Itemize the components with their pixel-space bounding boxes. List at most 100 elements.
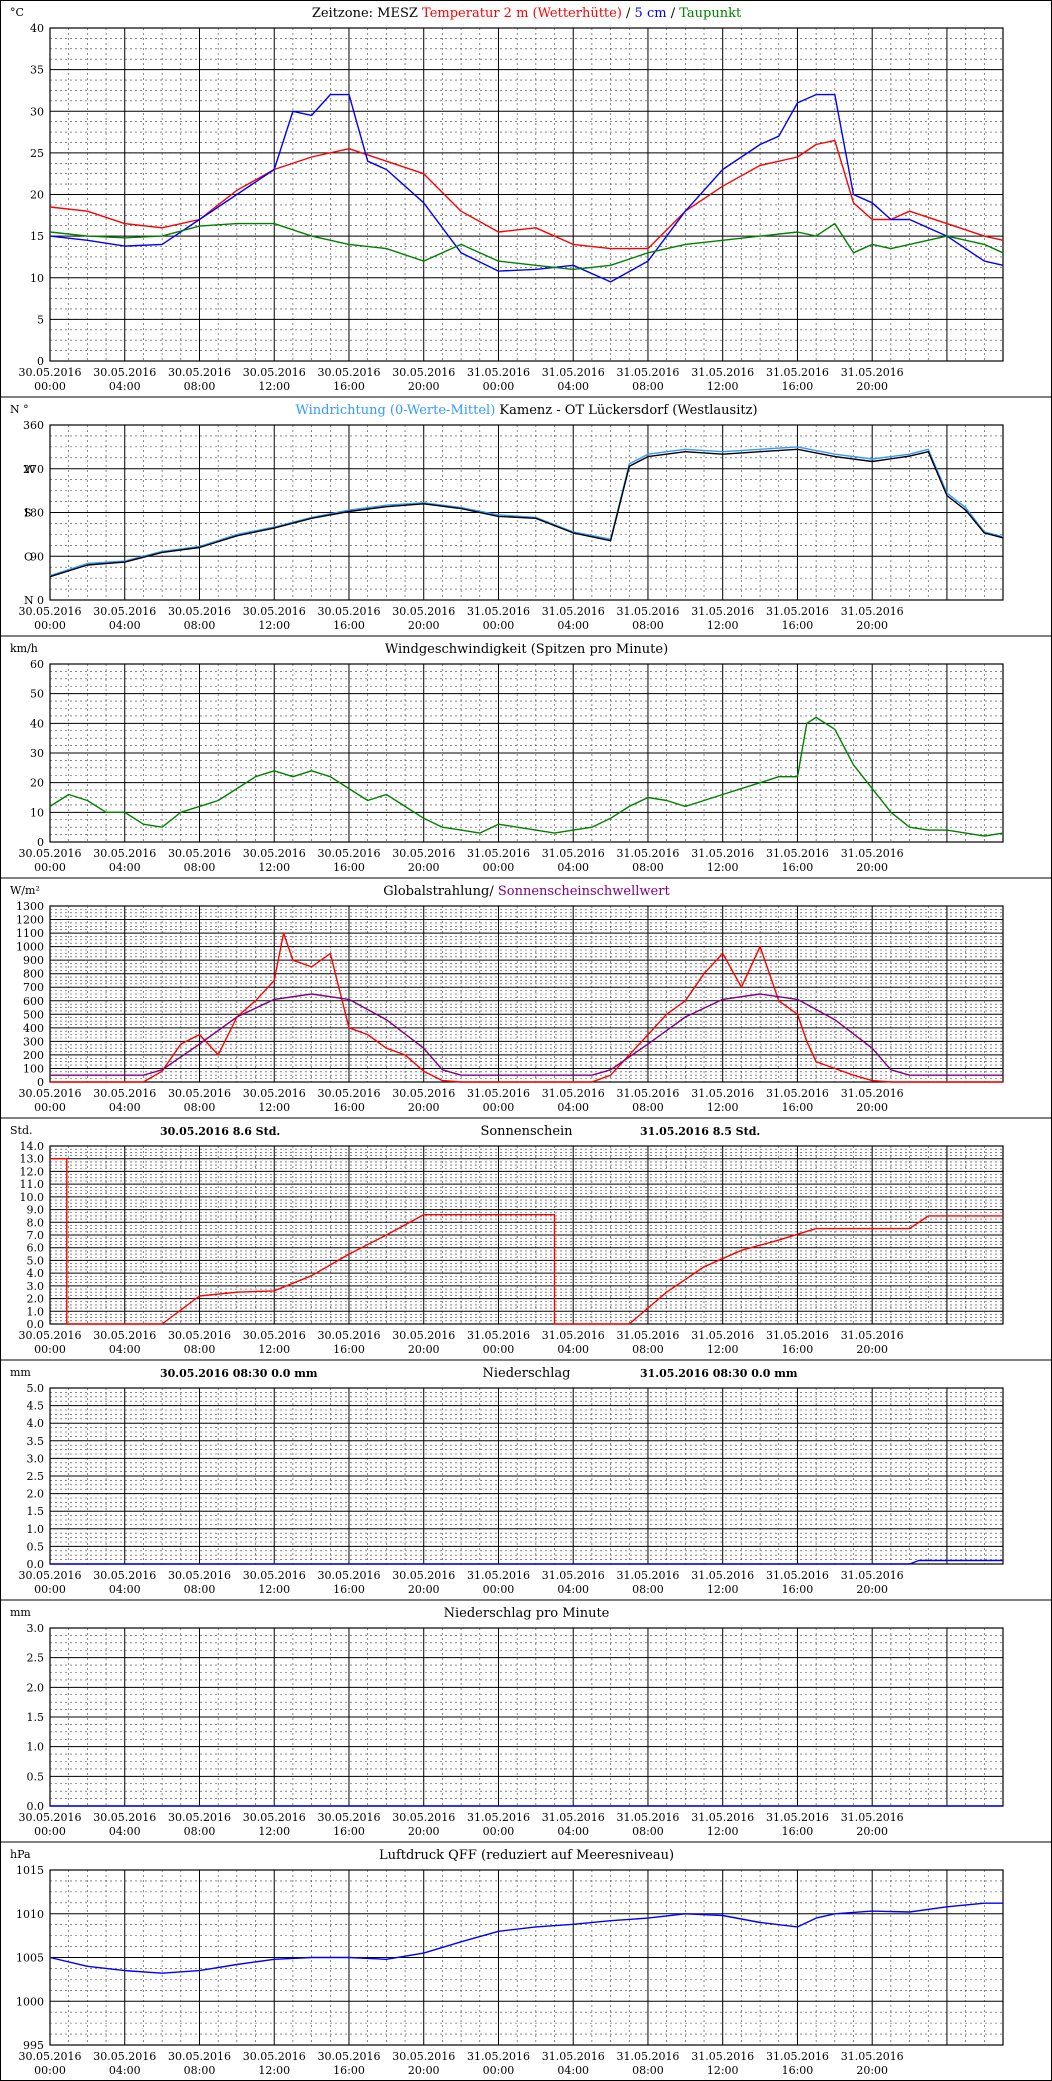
- x-tick-label-time: 00:00: [34, 1343, 66, 1356]
- x-tick-label-time: 00:00: [483, 1101, 515, 1114]
- x-tick-label-date: 31.05.2016: [616, 605, 679, 618]
- y-tick-label: 10: [30, 806, 44, 819]
- x-tick-label-date: 31.05.2016: [542, 2050, 605, 2063]
- x-tick-label-time: 00:00: [34, 1583, 66, 1596]
- y-tick-label: 1005: [16, 1952, 44, 1965]
- x-tick-label-date: 31.05.2016: [766, 366, 829, 379]
- y-tick-label: 2.5: [27, 1470, 45, 1483]
- x-tick-label-time: 00:00: [483, 2064, 515, 2077]
- summary-text: 30.05.2016 8.6 Std.: [160, 1125, 280, 1138]
- x-tick-label-time: 20:00: [408, 619, 440, 632]
- series-line-niederschlag: [50, 1559, 1003, 1565]
- x-tick-label-time: 08:00: [632, 861, 664, 874]
- x-tick-label-time: 04:00: [109, 1343, 141, 1356]
- x-tick-label-date: 30.05.2016: [243, 1811, 306, 1824]
- panel-pressure: 995 1000 1005 1010 1015 hPa Luftdruck QFF (red…: [10, 1848, 1004, 2077]
- x-tick-label-time: 04:00: [557, 1825, 589, 1838]
- x-tick-label-date: 30.05.2016: [243, 847, 306, 860]
- y-tick-label: 500: [23, 1008, 44, 1021]
- x-tick-label-time: 12:00: [707, 1825, 739, 1838]
- y-tick-label: 35: [30, 64, 44, 77]
- y-tick-label: 40: [30, 717, 44, 730]
- x-tick-label-time: 04:00: [109, 380, 141, 393]
- panel-title: Niederschlag: [482, 1366, 570, 1381]
- major-grid: [50, 1627, 1003, 1807]
- y-tick-label: 13.0: [20, 1153, 45, 1166]
- y-tick-label: 11.0: [20, 1178, 45, 1191]
- y-tick-label: 5: [37, 313, 44, 326]
- y-tick-label: 1.0: [27, 1305, 45, 1318]
- x-tick-label-time: 20:00: [408, 1343, 440, 1356]
- x-tick-label-date: 30.05.2016: [317, 366, 380, 379]
- x-tick-label-time: 12:00: [707, 1583, 739, 1596]
- y-tick-label: 7.0: [27, 1229, 45, 1242]
- x-tick-label-date: 30.05.2016: [168, 1329, 231, 1342]
- x-tick-label-date: 30.05.2016: [392, 1569, 455, 1582]
- panel-title: Windrichtung (0-Werte-Mittel) Kamenz - O…: [295, 403, 757, 418]
- x-tick-label-date: 31.05.2016: [542, 1329, 605, 1342]
- x-tick-label-date: 31.05.2016: [616, 1087, 679, 1100]
- series-line-sonnenschein: [50, 1158, 1003, 1325]
- x-tick-label-date: 31.05.2016: [841, 366, 904, 379]
- x-tick-label-date: 30.05.2016: [168, 847, 231, 860]
- y-tick-label: 200: [23, 1049, 44, 1062]
- y-tick-label: 4.0: [27, 1417, 45, 1430]
- minor-grid: [50, 664, 1003, 842]
- x-tick-label-time: 08:00: [632, 380, 664, 393]
- x-tick-label-time: 12:00: [258, 380, 290, 393]
- x-tick-label-date: 30.05.2016: [93, 1811, 156, 1824]
- x-tick-label-date: 30.05.2016: [93, 605, 156, 618]
- y-tick-label: 600: [23, 995, 44, 1008]
- x-tick-label-date: 31.05.2016: [616, 847, 679, 860]
- title-part: Sonnenschein: [480, 1124, 573, 1139]
- x-tick-label-time: 12:00: [258, 861, 290, 874]
- x-tick-label-date: 30.05.2016: [243, 1087, 306, 1100]
- x-tick-label-date: 31.05.2016: [766, 1329, 829, 1342]
- y-tick-label: 60: [30, 658, 44, 671]
- x-tick-label-date: 31.05.2016: [766, 847, 829, 860]
- x-tick-label-date: 30.05.2016: [93, 1569, 156, 1582]
- x-tick-label-time: 16:00: [333, 1101, 365, 1114]
- title-part: Luftdruck QFF (reduziert auf Meeresnivea…: [379, 1848, 674, 1863]
- x-tick-label-time: 08:00: [184, 1583, 216, 1596]
- x-tick-label-date: 30.05.2016: [93, 366, 156, 379]
- x-tick-label-date: 31.05.2016: [616, 2050, 679, 2063]
- x-tick-label-date: 31.05.2016: [467, 2050, 530, 2063]
- x-tick-label-date: 31.05.2016: [841, 1329, 904, 1342]
- x-tick-label-time: 04:00: [109, 1583, 141, 1596]
- x-tick-label-time: 00:00: [483, 619, 515, 632]
- x-tick-label-time: 16:00: [333, 861, 365, 874]
- x-tick-label-time: 04:00: [557, 619, 589, 632]
- y-tick-label: 3.0: [27, 1452, 45, 1465]
- y-tick-label: 90: [30, 550, 44, 563]
- x-tick-label-date: 30.05.2016: [19, 2050, 82, 2063]
- y-tick-label: 6.0: [27, 1242, 45, 1255]
- x-tick-label-time: 20:00: [856, 380, 888, 393]
- x-tick-label-time: 16:00: [782, 1583, 814, 1596]
- title-part: 5 cm: [630, 6, 666, 21]
- title-part: Kamenz - OT Lückersdorf (Westlausitz): [495, 403, 757, 418]
- x-tick-label-date: 30.05.2016: [168, 2050, 231, 2063]
- title-part: /: [667, 6, 676, 21]
- x-tick-label-time: 04:00: [109, 1825, 141, 1838]
- y-tick-label: 9.0: [27, 1204, 45, 1217]
- minor-grid: [50, 906, 1003, 1082]
- x-tick-label-time: 04:00: [557, 1343, 589, 1356]
- x-tick-label-time: 12:00: [258, 1343, 290, 1356]
- series-line-globalstrahlung: [50, 932, 1003, 1083]
- x-tick-label-date: 30.05.2016: [392, 1087, 455, 1100]
- x-tick-label-time: 16:00: [333, 1343, 365, 1356]
- y-tick-label: 0.0: [27, 1558, 45, 1571]
- x-tick-label-date: 31.05.2016: [467, 1811, 530, 1824]
- x-tick-label-date: 30.05.2016: [19, 1087, 82, 1100]
- title-part: Windrichtung (0-Werte-Mittel): [295, 403, 495, 418]
- x-tick-label-date: 31.05.2016: [467, 366, 530, 379]
- x-tick-label-date: 30.05.2016: [392, 1329, 455, 1342]
- y-tick-label: 5.0: [27, 1254, 45, 1267]
- y-tick-label: 20: [30, 777, 44, 790]
- summary-text: 31.05.2016 08:30 0.0 mm: [640, 1367, 798, 1380]
- x-tick-label-time: 16:00: [782, 380, 814, 393]
- x-tick-label-time: 20:00: [408, 380, 440, 393]
- y-tick-label: 2.0: [27, 1681, 45, 1694]
